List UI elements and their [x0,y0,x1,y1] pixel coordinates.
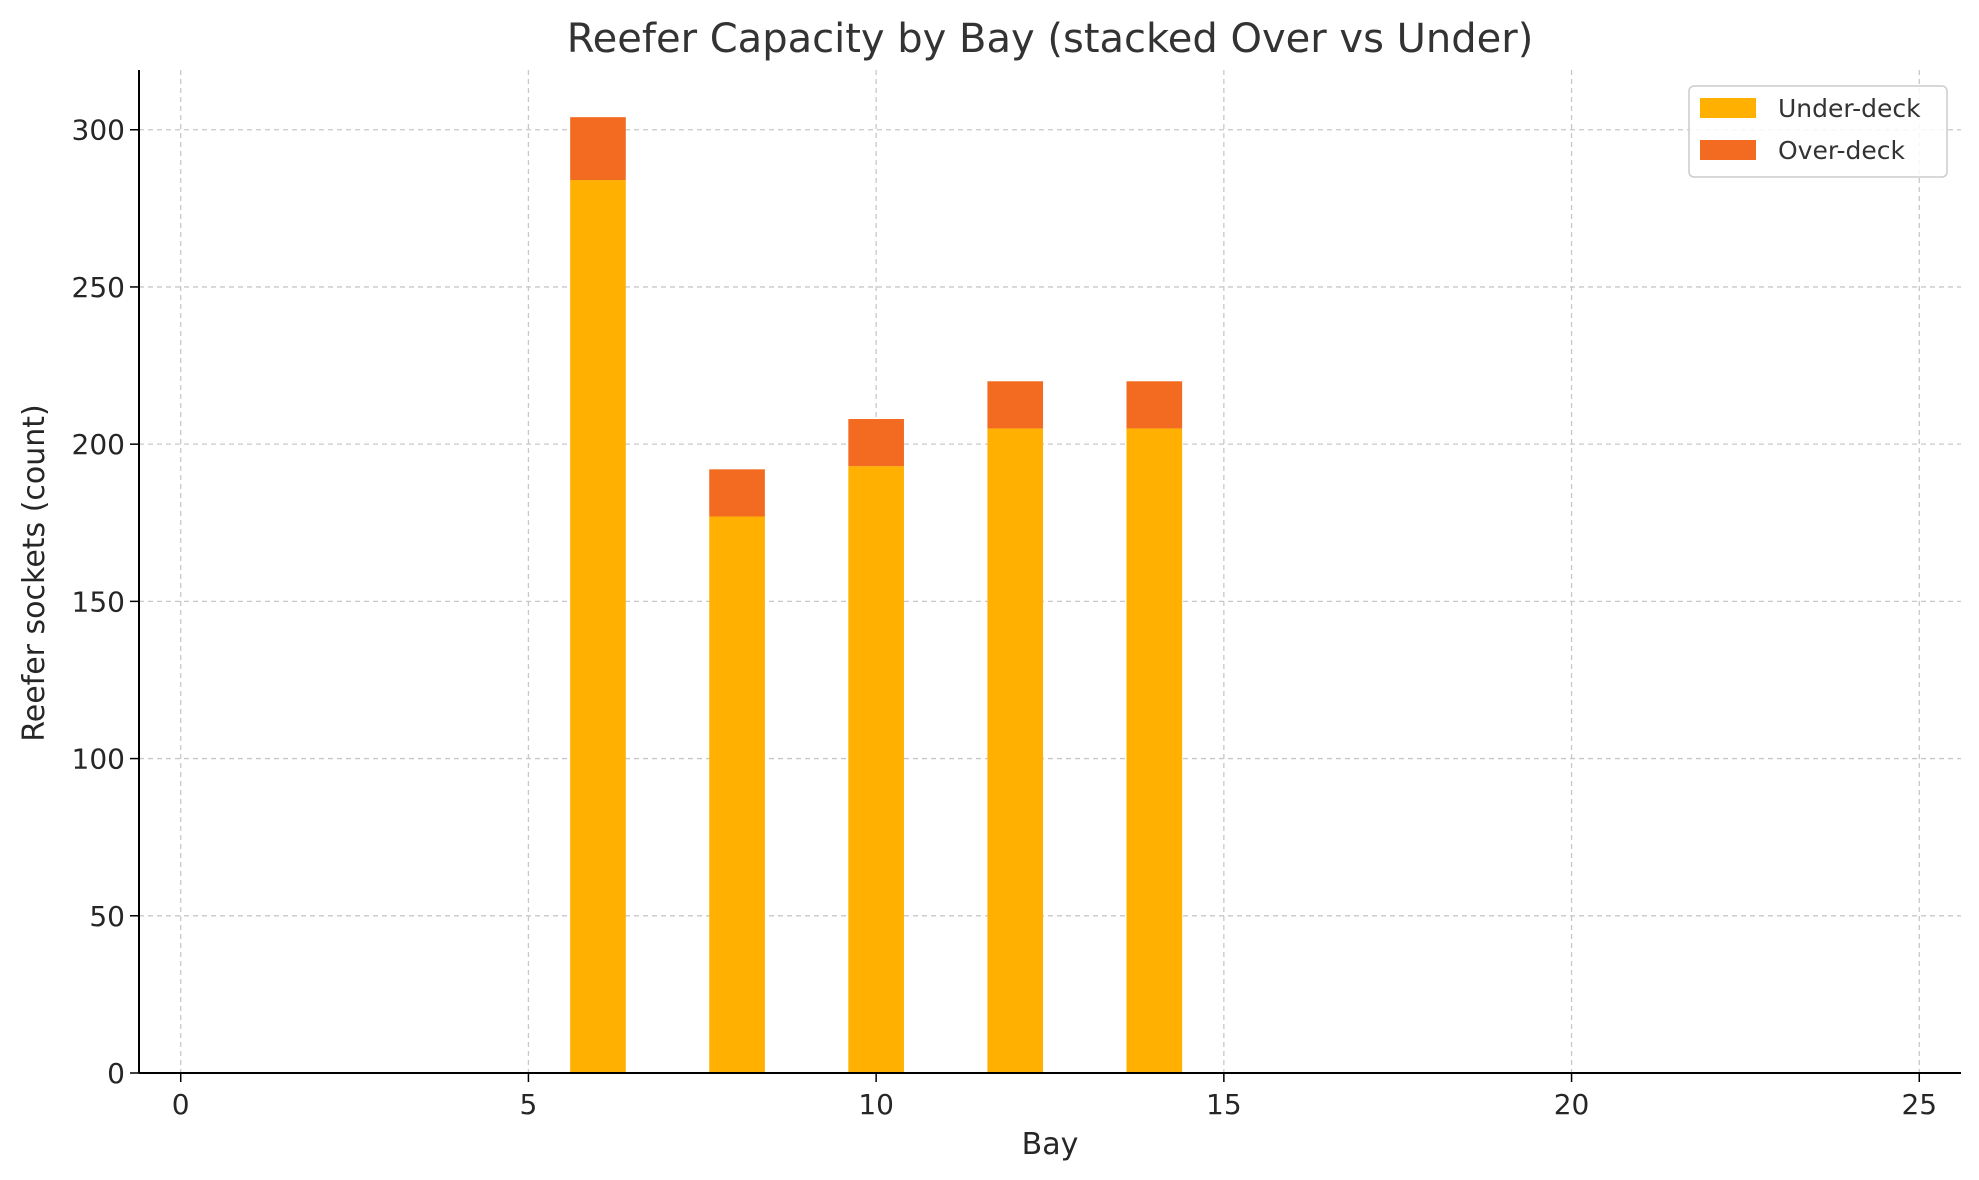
x-tick-label: 0 [172,1088,190,1121]
bar-over-deck-bay-12 [987,381,1044,429]
bar-under-deck-bay-6 [570,180,626,1074]
y-tick-label: 300 [72,114,125,147]
x-tick-label: 10 [858,1088,894,1121]
legend-swatch [1700,140,1756,160]
legend-label: Under-deck [1778,94,1921,123]
legend: Under-deck Over-deck [1688,85,1948,178]
bar-over-deck-bay-10 [848,419,904,467]
bar-over-deck-bay-6 [570,117,626,181]
bar-under-deck-bay-12 [987,428,1044,1074]
y-tick-label: 250 [72,271,125,304]
bar-over-deck-bay-8 [709,469,765,517]
bar-over-deck-bay-14 [1126,381,1183,429]
y-ticks: 0 50 100 150 200 250 300 [72,114,139,1090]
y-tick-label: 50 [89,900,125,933]
y-axis-label: Reefer sockets (count) [17,404,52,742]
x-tick-label: 25 [1901,1088,1937,1121]
y-tick-label: 200 [72,428,125,461]
bar-under-deck-bay-8 [709,516,765,1073]
x-tick-label: 5 [520,1088,538,1121]
axes [138,70,1961,1074]
x-ticks: 0 5 10 15 20 25 [172,1073,1937,1121]
y-tick-label: 100 [72,743,125,776]
legend-label: Over-deck [1778,136,1906,165]
y-tick-label: 0 [107,1057,125,1090]
x-tick-label: 20 [1554,1088,1590,1121]
chart-title: Reefer Capacity by Bay (stacked Over vs … [567,16,1534,62]
x-axis-label: Bay [1022,1127,1079,1162]
bar-under-deck-bay-10 [848,466,904,1073]
y-tick-label: 150 [72,585,125,618]
x-tick-label: 15 [1206,1088,1242,1121]
bars [570,117,1183,1074]
grid-lines [139,70,1961,1074]
bar-under-deck-bay-14 [1126,428,1183,1074]
legend-swatch [1700,98,1756,118]
